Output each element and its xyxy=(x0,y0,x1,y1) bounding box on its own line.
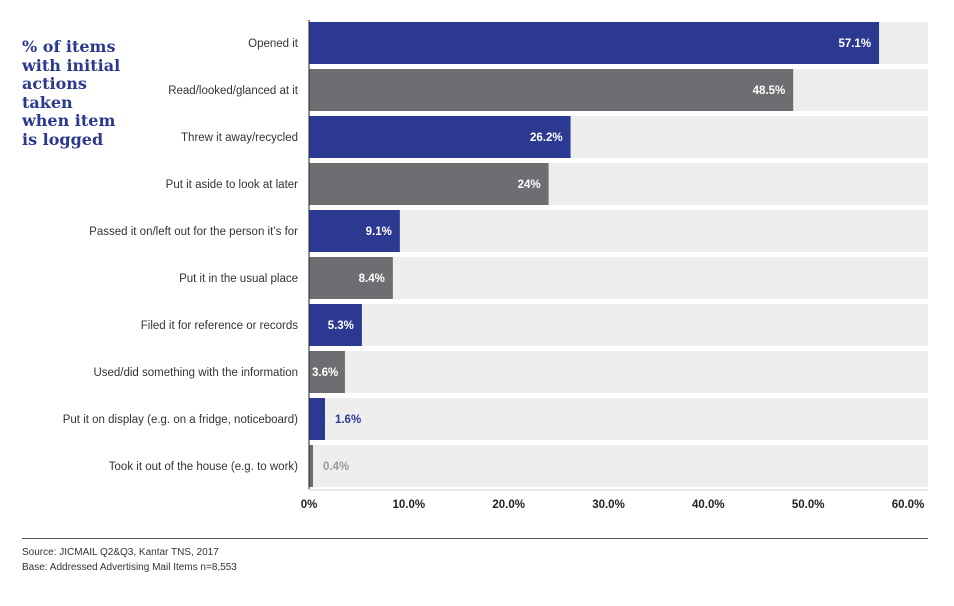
data-label: 48.5% xyxy=(753,85,786,97)
category-label: Passed it on/left out for the person it’… xyxy=(89,226,298,238)
bar-track xyxy=(309,351,928,393)
x-tick-label: 20.0% xyxy=(492,499,525,511)
data-label: 57.1% xyxy=(838,38,871,50)
x-tick-label: 10.0% xyxy=(393,499,426,511)
bar xyxy=(309,210,400,252)
category-label: Put it aside to look at later xyxy=(166,179,298,191)
bar xyxy=(309,304,362,346)
category-label: Filed it for reference or records xyxy=(141,320,298,332)
bar xyxy=(309,116,571,158)
bar xyxy=(309,445,313,487)
bar-track xyxy=(309,257,928,299)
chart-title-line: with initial xyxy=(22,55,121,75)
data-label: 8.4% xyxy=(359,273,385,285)
data-label: 5.3% xyxy=(328,320,354,332)
x-tick-label: 40.0% xyxy=(692,499,725,511)
chart-title-line: when item xyxy=(22,111,116,130)
chart-title-line: taken xyxy=(22,92,73,112)
category-label: Put it in the usual place xyxy=(179,273,298,285)
bar xyxy=(309,22,880,64)
bar xyxy=(309,398,325,440)
data-label: 26.2% xyxy=(530,132,563,144)
x-tick-label: 0% xyxy=(301,499,318,511)
bar-track xyxy=(309,398,928,440)
data-label: 3.6% xyxy=(312,367,338,379)
x-tick-label: 60.0% xyxy=(892,499,925,511)
footer-divider xyxy=(22,538,928,539)
bar-track xyxy=(309,445,928,487)
bar xyxy=(309,351,345,393)
data-label: 1.6% xyxy=(335,414,361,426)
base-note: Base: Addressed Advertising Mail Items n… xyxy=(22,562,237,573)
chart-title: % of items with initial actions taken wh… xyxy=(22,37,142,149)
bar xyxy=(309,163,549,205)
category-label: Threw it away/recycled xyxy=(181,132,298,144)
bar-chart: Opened it 57.1% Read/looked/glanced at it 4… xyxy=(63,20,928,511)
bar xyxy=(309,257,393,299)
bar-track xyxy=(309,304,928,346)
data-label: 9.1% xyxy=(366,226,392,238)
x-tick-label: 30.0% xyxy=(592,499,625,511)
category-label: Took it out of the house (e.g. to work) xyxy=(109,461,298,473)
category-label: Read/looked/glanced at it xyxy=(168,85,299,97)
x-tick-label: 50.0% xyxy=(792,499,825,511)
chart-title-line: actions xyxy=(22,74,87,93)
bar xyxy=(309,69,794,111)
category-label: Put it on display (e.g. on a fridge, not… xyxy=(63,414,298,426)
chart-title-line: is logged xyxy=(22,129,104,149)
source-note: Source: JICMAIL Q2&Q3, Kantar TNS, 2017 xyxy=(22,547,219,558)
category-label: Opened it xyxy=(248,38,299,50)
bar-track xyxy=(309,210,928,252)
data-label: 24% xyxy=(518,179,541,191)
chart-title-line: % of items xyxy=(22,37,116,56)
data-label: 0.4% xyxy=(323,461,349,473)
category-label: Used/did something with the information xyxy=(93,367,298,379)
